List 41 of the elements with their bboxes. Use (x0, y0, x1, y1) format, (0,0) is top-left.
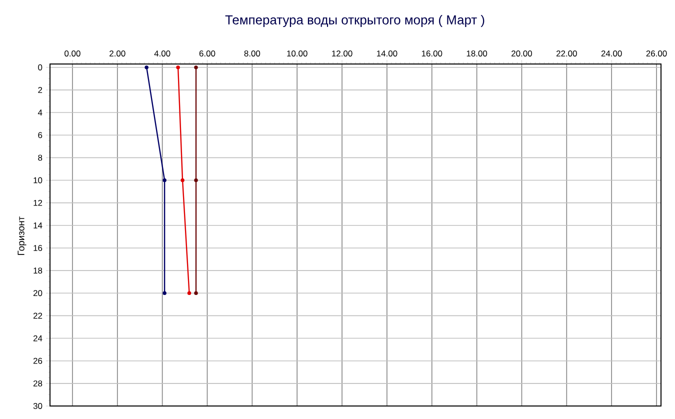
y-tick-label: 24 (33, 335, 42, 342)
point (162, 291, 166, 296)
x-tick-label: 14.00 (377, 50, 398, 56)
x-tick-label: 6.00 (199, 50, 216, 56)
y-tick-label: 4 (38, 110, 42, 116)
point (194, 178, 198, 182)
y-tick-label: 16 (34, 244, 42, 251)
y-tick-label: 2 (38, 87, 42, 93)
point (194, 291, 198, 296)
point (194, 65, 198, 70)
y-tick-label: 10 (34, 177, 42, 184)
y-tick-label: 0 (38, 64, 42, 70)
x-tick-label: 0.00 (64, 50, 80, 56)
y-tick-label: 20 (33, 290, 42, 296)
chart-title: Температура воды открытого моря ( Март ) (225, 14, 484, 28)
point (144, 65, 148, 70)
y-axis-title: Горизонт (18, 216, 26, 255)
y-tick-label: 18 (34, 268, 42, 274)
y-tick-label: 14 (34, 222, 42, 228)
point (176, 65, 180, 70)
x-tick-label: 16.00 (422, 50, 442, 56)
x-tick-label: 24.00 (601, 50, 622, 56)
x-tick-label: 4.00 (154, 50, 170, 56)
x-tick-label: 12.00 (332, 50, 352, 56)
y-tick-label: 12 (34, 200, 42, 206)
x-tick-label: 26.00 (646, 50, 667, 56)
point (162, 178, 166, 182)
x-tick-label: 10.00 (287, 50, 308, 56)
x-tick-label: 20.00 (512, 50, 532, 56)
y-tick-label: 6 (38, 132, 42, 138)
y-tick-label: 30 (33, 403, 42, 409)
x-tick-label: 8.00 (244, 50, 260, 56)
x-tick-label: 22.00 (556, 50, 577, 56)
y-tick-label: 28 (33, 380, 42, 386)
y-tick-label: 8 (38, 154, 42, 161)
x-tick-label: 18.00 (466, 50, 488, 56)
point (187, 291, 192, 296)
y-tick-label: 22 (33, 312, 42, 319)
y-tick-label: 26 (33, 358, 42, 364)
point (180, 178, 184, 182)
x-tick-label: 2.00 (110, 50, 126, 56)
